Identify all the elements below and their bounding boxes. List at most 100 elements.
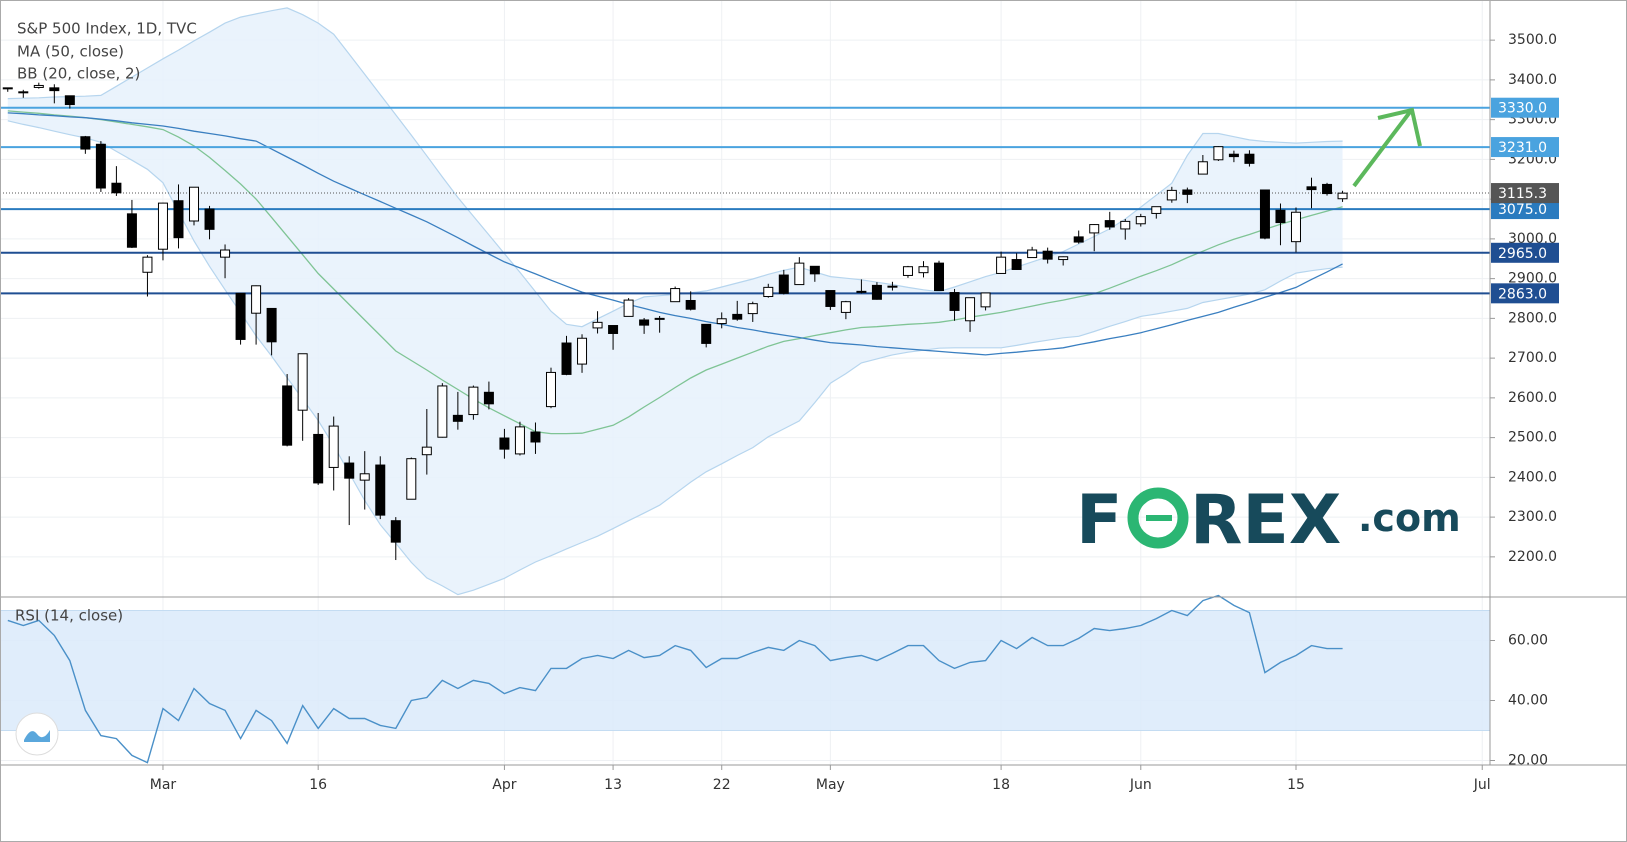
candle-body	[592, 321, 603, 329]
y-tick-label: 2400.0	[1508, 469, 1557, 485]
y-tick-label: 2900.0	[1508, 271, 1557, 287]
candle-body	[1011, 259, 1022, 270]
tv-logo	[15, 712, 59, 756]
x-tick-label: 16	[309, 777, 327, 793]
y-tick-label: 2500.0	[1508, 430, 1557, 446]
logo-text: .com	[1358, 496, 1461, 540]
candle-body	[189, 186, 200, 222]
candle-body	[483, 391, 494, 405]
last-price-tag	[1491, 183, 1559, 204]
candle-body	[871, 284, 882, 300]
candle-body	[561, 342, 572, 375]
candle-body	[251, 285, 262, 314]
candle-body	[778, 274, 789, 294]
candle-body	[670, 288, 681, 303]
rsi-layer	[0, 594, 1490, 764]
x-tick-label: May	[816, 777, 845, 793]
candle-body	[390, 520, 401, 543]
candle-body	[80, 136, 91, 150]
candle-body	[126, 213, 137, 248]
candle-body	[840, 301, 851, 313]
candle-body	[142, 256, 153, 273]
candle-body	[220, 249, 231, 258]
candle-body	[1027, 249, 1038, 259]
candle-body	[1104, 220, 1115, 228]
candle-body	[996, 256, 1007, 274]
candle-body	[406, 458, 417, 500]
candle-body	[1151, 206, 1162, 214]
candle-body	[421, 446, 432, 456]
candle-body	[328, 425, 339, 468]
candle-body	[965, 297, 976, 322]
arrow-shaft	[1352, 110, 1412, 188]
rsi-tick-label: 40.00	[1508, 693, 1548, 709]
candle-body	[763, 286, 774, 298]
candle-body	[18, 91, 29, 94]
y-tick-label: 2200.0	[1508, 549, 1557, 565]
candle-body	[468, 386, 479, 416]
candle-body	[980, 292, 991, 308]
x-tick-label: Mar	[150, 777, 177, 793]
legend-bb: BB (20, close, 2)	[17, 65, 140, 83]
logo-text: F	[1076, 481, 1122, 560]
candle-body	[2, 87, 13, 90]
candle-body	[1337, 192, 1348, 200]
y-tick-label: 2300.0	[1508, 509, 1557, 525]
candle-body	[825, 290, 836, 307]
candle-body	[64, 95, 75, 106]
level-tag	[1491, 97, 1559, 118]
candle-body	[949, 292, 960, 311]
candle-body	[204, 208, 215, 230]
candle-body	[623, 299, 634, 317]
candle-body	[49, 87, 60, 92]
candle-body	[266, 307, 277, 343]
candle-body	[359, 473, 370, 481]
candle-body	[1120, 220, 1131, 230]
bb-lower	[7, 120, 1343, 596]
candle-body	[1213, 146, 1224, 161]
candle-body	[1290, 211, 1301, 243]
candle-body	[235, 292, 246, 340]
candle-body	[639, 319, 650, 326]
candle-body	[794, 262, 805, 286]
target-arrow	[1352, 107, 1422, 188]
candle-body	[1259, 189, 1270, 239]
level-tag	[1491, 137, 1559, 158]
x-tick-label: 13	[604, 777, 622, 793]
chart-title: S&P 500 Index, 1D, TVC	[17, 20, 197, 38]
candle-body	[1244, 153, 1255, 164]
candle-body	[514, 426, 525, 455]
candle-body	[654, 317, 665, 320]
candle-body	[732, 313, 743, 320]
candle-body	[1275, 209, 1286, 224]
candle-body	[499, 437, 510, 450]
candle-body	[297, 353, 308, 411]
candle-body	[809, 265, 820, 275]
rsi-tick-label: 20.00	[1508, 753, 1548, 769]
y-tick-label: 2700.0	[1508, 350, 1557, 366]
candle-body	[887, 285, 898, 288]
candle-body	[313, 433, 324, 484]
bb-basis	[7, 110, 1343, 435]
rsi-tick-label: 60.00	[1508, 633, 1548, 649]
y-tick-label: 2600.0	[1508, 390, 1557, 406]
candle-body	[685, 299, 696, 310]
ma-line	[7, 112, 1343, 356]
candle-body	[577, 337, 588, 365]
candle-body	[111, 182, 122, 194]
x-tick-label: Jun	[1129, 777, 1152, 793]
candle-body	[856, 290, 867, 293]
candle-body	[1166, 189, 1177, 201]
level-label: 3075.0	[1498, 202, 1547, 218]
candle-body	[375, 464, 386, 516]
candle-body	[1182, 189, 1193, 195]
level-label: 2965.0	[1498, 246, 1547, 262]
x-tick-label: 18	[992, 777, 1010, 793]
price-layer	[0, 7, 1490, 596]
candle-body	[1073, 236, 1084, 243]
y-tick-label: 3400.0	[1508, 72, 1557, 88]
y-tick-label: 3500.0	[1508, 32, 1557, 48]
candle-body	[1197, 161, 1208, 175]
candle-body	[918, 266, 929, 274]
